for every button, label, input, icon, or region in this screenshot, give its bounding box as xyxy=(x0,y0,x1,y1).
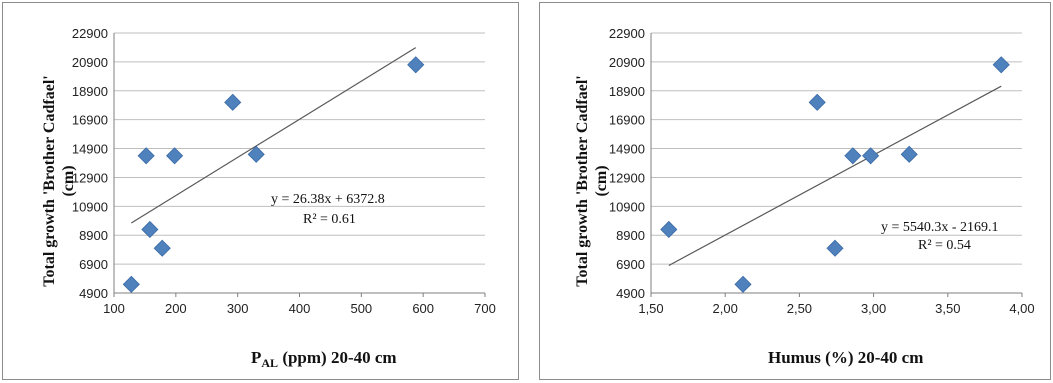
trendline-equation: y = 5540.3x - 2169.1 xyxy=(881,220,999,235)
data-point xyxy=(826,239,844,257)
y-tick-label: 22900 xyxy=(72,26,108,41)
x-axis-label: Humus (%) 20-40 cm xyxy=(768,348,923,367)
data-point xyxy=(153,239,171,257)
y-tick-label: 10900 xyxy=(72,199,108,214)
data-point xyxy=(224,93,242,111)
x-tick-label: 200 xyxy=(165,301,187,316)
y-tick-label: 22900 xyxy=(609,26,645,41)
y-tick-label: 14900 xyxy=(72,142,108,157)
data-point xyxy=(660,220,678,239)
y-tick-label: 8900 xyxy=(616,228,645,243)
data-point xyxy=(844,147,862,165)
x-tick-label: 2,00 xyxy=(713,301,738,316)
y-tick-label: 4900 xyxy=(616,286,645,301)
x-tick-label: 4,00 xyxy=(1009,301,1034,316)
data-point xyxy=(247,145,265,163)
data-point xyxy=(137,147,155,165)
y-tick-label: 20900 xyxy=(72,55,108,70)
data-point xyxy=(122,275,140,293)
data-point xyxy=(734,275,752,293)
y-tick-label: 16900 xyxy=(72,113,108,128)
x-axis-label-subscript: AL xyxy=(261,356,278,370)
y-axis-label-line1: Total growth 'Brother Cadfael' xyxy=(41,75,58,286)
scatter-chart-pal: 4900 6900 8900 10900 12900 14900 16900 18900 209… xyxy=(41,26,496,370)
y-tick-label: 8900 xyxy=(79,228,108,243)
x-tick-label: 3,50 xyxy=(935,301,960,316)
x-tick-label: 300 xyxy=(227,301,249,316)
y-tick-label: 4900 xyxy=(79,286,108,301)
x-tick-label: 700 xyxy=(474,301,496,316)
trendline xyxy=(668,85,1002,266)
y-tick-label: 18900 xyxy=(72,84,108,99)
x-tick-label: 100 xyxy=(103,301,125,316)
x-tick-label: 2,50 xyxy=(787,301,812,316)
y-tick-label: 16900 xyxy=(609,113,645,128)
y-tick-label: 6900 xyxy=(79,257,108,272)
data-point xyxy=(141,220,159,239)
data-point xyxy=(862,147,880,165)
y-tick-label: 14900 xyxy=(609,142,645,157)
y-axis-label-line1: Total growth 'Brother Cadfael' xyxy=(574,75,591,286)
x-tick-label: 500 xyxy=(350,301,372,316)
y-axis-label-line2: (cm) xyxy=(593,165,610,196)
chart-panel-humus: 4900 6900 8900 10900 12900 14900 16900 18900 209… xyxy=(539,2,1051,380)
trendline xyxy=(130,47,417,224)
y-tick-label: 20900 xyxy=(609,55,645,70)
y-tick-label: 18900 xyxy=(609,84,645,99)
x-axis-label: PAL (ppm) 20-40 cm xyxy=(251,348,397,370)
y-tick-label: 10900 xyxy=(609,199,645,214)
data-point xyxy=(992,56,1010,74)
chart-panel-pal: 4900 6900 8900 10900 12900 14900 16900 18900 209… xyxy=(2,2,519,380)
x-tick-label: 400 xyxy=(289,301,311,316)
x-axis-label-rest: (ppm) 20-40 cm xyxy=(278,348,397,367)
trendline-r2: R² = 0.54 xyxy=(918,238,971,253)
scatter-chart-humus: 4900 6900 8900 10900 12900 14900 16900 18900 209… xyxy=(574,26,1035,367)
trendline-r2: R² = 0.61 xyxy=(303,212,356,227)
data-point xyxy=(407,56,425,74)
x-tick-label: 3,00 xyxy=(861,301,886,316)
data-point xyxy=(808,93,826,111)
x-axis-label-main: P xyxy=(251,348,261,367)
y-tick-label: 12900 xyxy=(609,170,645,185)
y-tick-label: 6900 xyxy=(616,257,645,272)
trendline-equation: y = 26.38x + 6372.8 xyxy=(271,192,385,207)
y-tick-label: 12900 xyxy=(72,170,108,185)
x-tick-label: 1,50 xyxy=(638,301,663,316)
data-point xyxy=(166,147,184,165)
data-point xyxy=(900,145,918,163)
y-axis-label-line2: (cm) xyxy=(60,165,77,196)
x-tick-label: 600 xyxy=(412,301,434,316)
